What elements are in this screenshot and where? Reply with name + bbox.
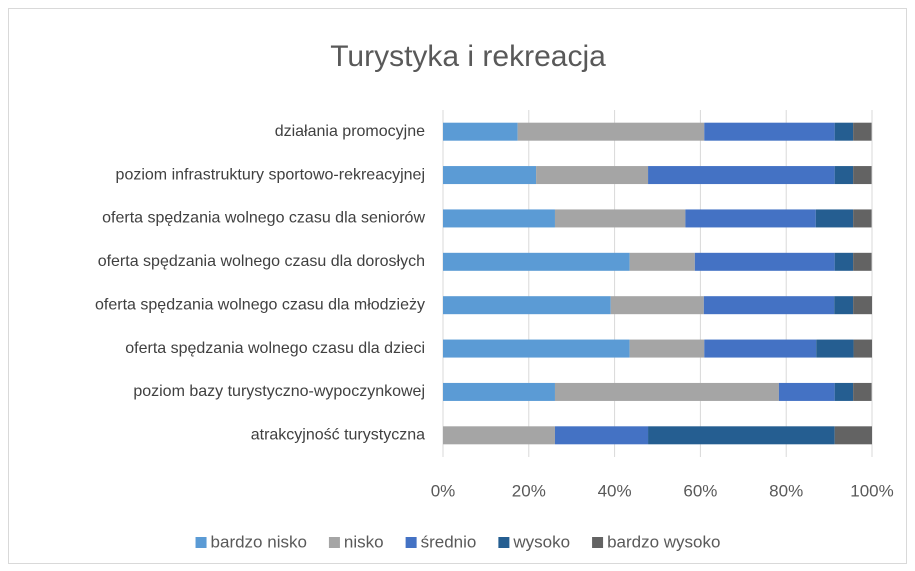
legend-label: bardzo wysoko xyxy=(607,532,720,551)
legend-label: wysoko xyxy=(512,532,570,551)
bar-segment xyxy=(704,339,817,358)
y-tick-label: oferta spędzania wolnego czasu dla młodz… xyxy=(95,296,425,313)
y-tick-label: atrakcyjność turystyczna xyxy=(251,427,425,444)
x-tick-label: 0% xyxy=(431,481,456,500)
bar-segment xyxy=(834,426,872,445)
legend-swatch xyxy=(195,537,207,548)
bar-segment xyxy=(778,382,835,401)
bar-segment xyxy=(443,122,518,141)
chart-frame xyxy=(8,8,907,564)
legend-label: średnio xyxy=(421,532,477,551)
y-tick-label: poziom infrastruktury sportowo-rekreacyj… xyxy=(116,166,425,183)
bar-segment xyxy=(610,296,704,315)
x-tick-label: 80% xyxy=(769,481,803,500)
bar-segment xyxy=(443,382,555,401)
bar-segment xyxy=(685,209,816,228)
bar-segment xyxy=(694,252,835,271)
bar-segment xyxy=(443,426,555,445)
legend-label: nisko xyxy=(344,532,384,551)
x-tick-label: 40% xyxy=(598,481,632,500)
y-tick-label: działania promocyjne xyxy=(275,123,425,140)
bar-segment xyxy=(554,382,779,401)
legend-swatch xyxy=(405,537,417,548)
bar-segment xyxy=(554,426,649,445)
bar-segment xyxy=(853,382,872,401)
x-tick-label: 60% xyxy=(683,481,717,500)
bar-segment xyxy=(629,339,705,358)
bar-segment xyxy=(648,166,835,185)
bar-segment xyxy=(853,166,872,185)
y-tick-label: oferta spędzania wolnego czasu dla doros… xyxy=(98,253,425,270)
legend-swatch xyxy=(498,537,510,548)
bar-segment xyxy=(704,122,835,141)
bar-segment xyxy=(834,296,854,315)
bar-segment xyxy=(816,339,854,358)
bar-segment xyxy=(536,166,649,185)
bar-segment xyxy=(443,209,555,228)
legend-label: bardzo nisko xyxy=(211,532,307,551)
x-tick-label: 20% xyxy=(512,481,546,500)
bar-segment xyxy=(853,252,872,271)
bar-segment xyxy=(834,166,854,185)
bar-segment xyxy=(815,209,854,228)
bar-segment xyxy=(443,252,630,271)
bar-segment xyxy=(853,339,872,358)
legend-swatch xyxy=(328,537,340,548)
bar-segment xyxy=(517,122,705,141)
x-tick-label: 100% xyxy=(850,481,893,500)
legend-swatch xyxy=(592,537,604,548)
y-tick-label: oferta spędzania wolnego czasu dla dziec… xyxy=(125,340,425,357)
chart-title: Turystyka i rekreacja xyxy=(330,40,606,73)
bar-segment xyxy=(629,252,695,271)
bar-segment xyxy=(443,339,630,358)
bar-segment xyxy=(853,122,872,141)
y-tick-label: poziom bazy turystyczno-wypoczynkowej xyxy=(133,383,425,400)
y-tick-label: oferta spędzania wolnego czasu dla senio… xyxy=(102,210,425,227)
bar-segment xyxy=(443,166,537,185)
bar-segment xyxy=(443,296,611,315)
bar-segment xyxy=(648,426,835,445)
bar-segment xyxy=(554,209,686,228)
bar-segment xyxy=(853,209,872,228)
bar-segment xyxy=(853,296,872,315)
bar-segment xyxy=(834,122,854,141)
bar-segment xyxy=(834,252,854,271)
bar-segment xyxy=(834,382,854,401)
bar-segment xyxy=(703,296,835,315)
